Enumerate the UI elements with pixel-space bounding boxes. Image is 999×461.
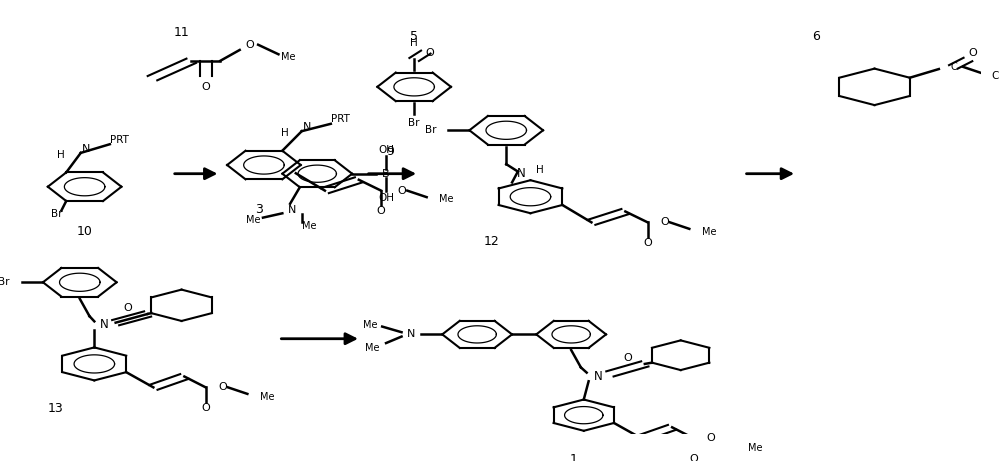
Text: C: C	[950, 62, 957, 72]
Text: PRT: PRT	[110, 135, 129, 145]
Text: H: H	[282, 128, 289, 138]
Text: N: N	[303, 122, 311, 132]
Text: Me: Me	[366, 343, 380, 353]
Text: N: N	[81, 143, 90, 154]
Text: Br: Br	[51, 209, 62, 219]
Text: H: H	[58, 150, 65, 160]
Text: PRT: PRT	[331, 114, 350, 124]
Text: Br: Br	[409, 118, 420, 128]
Text: O: O	[706, 433, 715, 443]
Text: O: O	[219, 382, 227, 392]
Text: O: O	[124, 303, 133, 313]
Text: N: N	[407, 330, 416, 339]
Text: N: N	[594, 370, 602, 383]
Text: OH: OH	[378, 145, 394, 155]
Text: 13: 13	[48, 402, 63, 415]
Text: Me: Me	[747, 443, 762, 453]
Text: Me: Me	[260, 392, 275, 402]
Text: Me: Me	[440, 195, 454, 204]
Text: O: O	[660, 217, 669, 227]
Text: Br: Br	[0, 277, 10, 287]
Text: O: O	[398, 186, 407, 195]
Text: H: H	[536, 165, 544, 175]
Text: 11: 11	[174, 26, 190, 39]
Text: 1: 1	[570, 453, 578, 461]
Text: O: O	[643, 238, 652, 248]
Text: O: O	[623, 353, 631, 363]
Text: N: N	[516, 167, 525, 180]
Text: Me: Me	[303, 221, 317, 231]
Text: Cl: Cl	[992, 71, 999, 82]
Text: O: O	[377, 207, 386, 217]
Text: 3: 3	[255, 203, 263, 216]
Text: O: O	[968, 48, 977, 58]
Text: Me: Me	[246, 215, 261, 225]
Text: O: O	[202, 403, 210, 413]
Text: O: O	[202, 82, 210, 92]
Text: H: H	[411, 38, 418, 48]
Text: OH: OH	[378, 193, 394, 202]
Text: B: B	[383, 169, 390, 179]
Text: 10: 10	[77, 225, 93, 238]
Text: O: O	[245, 40, 254, 50]
Text: Me: Me	[702, 227, 716, 237]
Text: Me: Me	[364, 320, 378, 330]
Text: O: O	[689, 454, 698, 461]
Text: O: O	[426, 48, 435, 58]
Text: N: N	[288, 205, 297, 215]
Text: N: N	[100, 319, 109, 331]
Text: 12: 12	[484, 235, 500, 248]
Text: Br: Br	[425, 125, 437, 135]
Text: 6: 6	[812, 30, 820, 43]
Text: 9: 9	[386, 146, 394, 159]
Text: Me: Me	[281, 52, 296, 62]
Text: 5: 5	[411, 30, 419, 43]
